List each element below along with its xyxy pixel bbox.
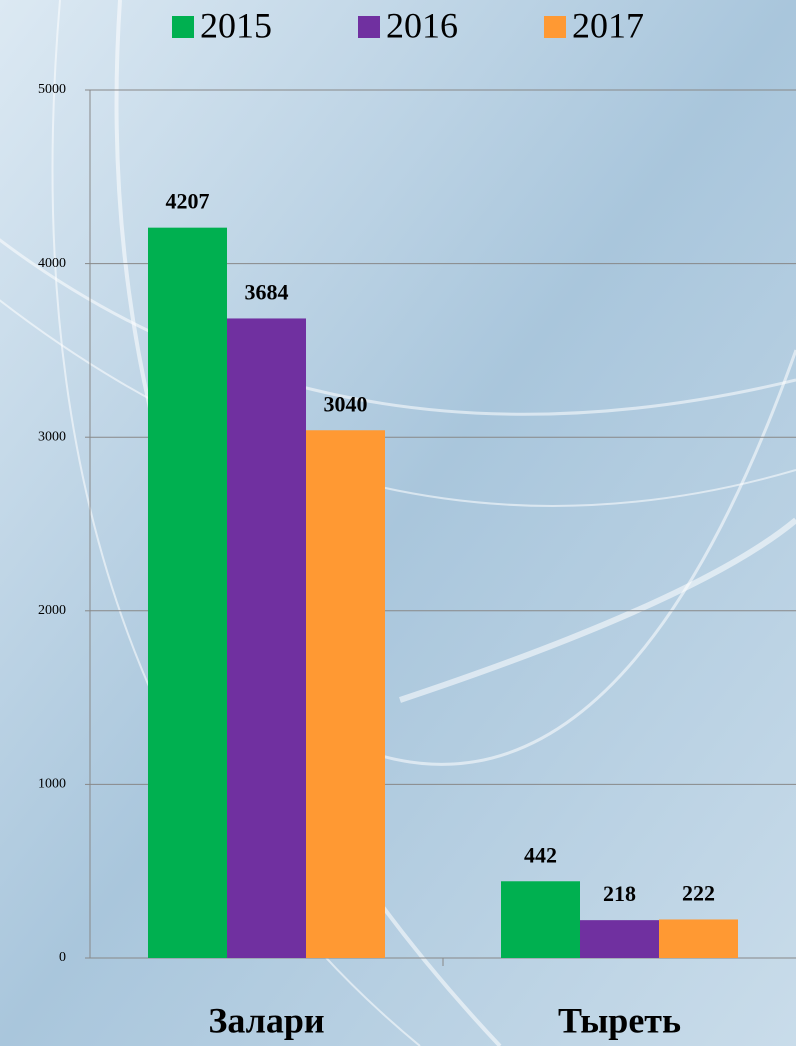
legend-label: 2017 — [572, 5, 644, 45]
data-label: 218 — [603, 881, 636, 906]
data-label: 3040 — [324, 391, 368, 416]
y-tick-label: 2000 — [38, 603, 66, 618]
bar — [580, 920, 659, 958]
legend-label: 2016 — [386, 5, 458, 45]
data-label: 4207 — [166, 189, 210, 214]
data-label: 442 — [524, 842, 557, 867]
y-tick-label: 0 — [59, 950, 66, 965]
bar — [148, 227, 227, 958]
y-tick-label: 5000 — [38, 82, 66, 97]
y-tick-label: 4000 — [38, 256, 66, 271]
legend-swatch — [544, 16, 566, 38]
x-tick-label: Залари — [208, 1000, 324, 1040]
y-tick-label: 1000 — [38, 777, 66, 792]
legend-swatch — [172, 16, 194, 38]
bar — [306, 430, 385, 959]
bar — [659, 919, 738, 958]
legend-swatch — [358, 16, 380, 38]
legend-label: 2015 — [200, 5, 272, 45]
bar — [501, 881, 580, 958]
data-label: 3684 — [245, 280, 289, 305]
x-tick-label: Тыреть — [558, 1000, 681, 1040]
data-label: 222 — [682, 881, 715, 906]
y-tick-label: 3000 — [38, 429, 66, 444]
bar — [227, 318, 306, 958]
